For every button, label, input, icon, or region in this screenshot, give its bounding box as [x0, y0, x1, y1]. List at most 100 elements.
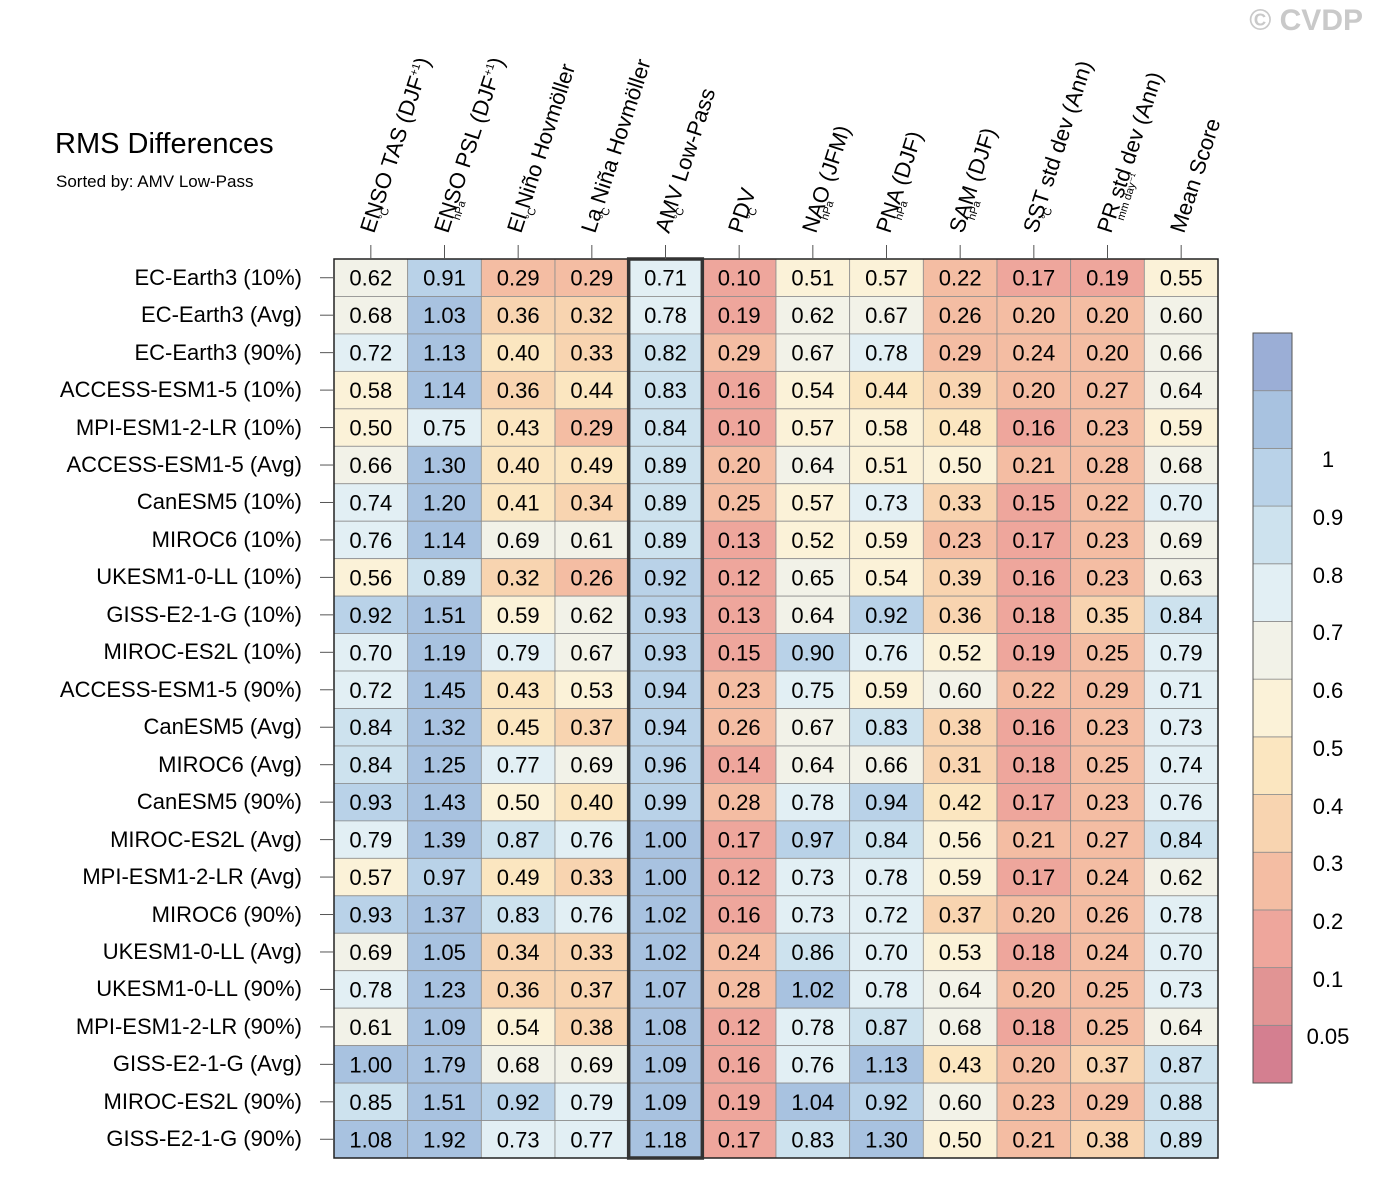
- heatmap-cell: [701, 708, 777, 747]
- cell-value-label: 0.55: [1160, 266, 1203, 291]
- colorbar-swatch: [1252, 390, 1293, 449]
- heatmap-cell: [922, 970, 998, 1009]
- cell-value-label: 0.27: [1086, 378, 1129, 403]
- cell-value-label: 1.00: [644, 865, 687, 890]
- cell-value-label: 0.69: [570, 1052, 613, 1077]
- heatmap-cell: [554, 670, 630, 709]
- heatmap-cell: [922, 296, 998, 335]
- cell-value-label: 0.84: [865, 828, 908, 853]
- cell-value-label: 0.60: [939, 678, 982, 703]
- heatmap-cell: [554, 633, 630, 672]
- cell-value-label: 0.64: [1160, 378, 1203, 403]
- cell-value-label: 0.23: [1012, 1090, 1055, 1115]
- cell-value-label: 0.28: [718, 790, 761, 815]
- colorbar-swatch: [1252, 851, 1293, 911]
- heatmap-cell: [554, 1082, 630, 1121]
- heatmap-cell: [1070, 970, 1145, 1009]
- heatmap-cell: [922, 445, 998, 485]
- cell-value-label: 0.73: [1160, 977, 1203, 1002]
- heatmap-cell: [554, 820, 630, 859]
- cell-value-label: 0.53: [570, 678, 613, 703]
- heatmap-cell: [407, 333, 482, 372]
- cell-value-label: 1.02: [644, 940, 687, 965]
- cell-value-label: 0.76: [865, 640, 908, 665]
- cell-value-label: 0.17: [1012, 528, 1055, 553]
- heatmap-cell: [333, 483, 409, 522]
- heatmap-cell: [333, 970, 409, 1009]
- cell-value-label: 0.13: [718, 528, 761, 553]
- cell-value-label: 0.22: [1086, 490, 1129, 515]
- cell-value-label: 0.27: [1086, 828, 1129, 853]
- cell-value-label: 1.92: [423, 1127, 466, 1152]
- colorbar-tick-label: 0.3: [1312, 851, 1344, 877]
- cell-value-label: 0.20: [1012, 903, 1055, 928]
- heatmap-cell: [775, 1120, 851, 1159]
- heatmap-cell: [407, 558, 482, 597]
- cell-value-label: 0.17: [1012, 865, 1055, 890]
- heatmap-cell: [407, 932, 482, 972]
- heatmap-cell: [1070, 558, 1145, 597]
- heatmap-cell: [407, 445, 482, 485]
- cell-value-label: 0.76: [570, 903, 613, 928]
- grid-frame: [333, 258, 1219, 1159]
- cell-value-label: 0.26: [939, 303, 982, 328]
- heatmap-cell: [701, 483, 777, 522]
- colorbar-swatch: [1252, 909, 1293, 969]
- cell-value-label: 0.74: [349, 490, 392, 515]
- heatmap-cell: [333, 1007, 409, 1047]
- heatmap-cell: [996, 670, 1072, 709]
- heatmap-cell: [849, 970, 924, 1009]
- row-label: UKESM1-0-LL (90%): [96, 976, 302, 1002]
- heatmap-cell: [1070, 370, 1145, 410]
- heatmap-cell: [480, 1045, 556, 1084]
- cell-value-label: 1.08: [644, 1015, 687, 1040]
- heatmap-cell: [922, 595, 998, 634]
- cell-value-label: 1.02: [791, 977, 834, 1002]
- heatmap-cell: [1143, 745, 1219, 784]
- heatmap-cell: [407, 895, 482, 934]
- heatmap-cell: [775, 370, 851, 410]
- heatmap-cell: [554, 296, 630, 335]
- cell-value-label: 1.07: [644, 977, 687, 1002]
- row-label: EC-Earth3 (10%): [134, 264, 302, 290]
- heatmap-cell: [480, 483, 556, 522]
- colorbar-swatch: [1252, 447, 1293, 507]
- cell-value-label: 0.38: [570, 1015, 613, 1040]
- heatmap-cell: [996, 258, 1072, 297]
- heatmap-cell: [775, 932, 851, 972]
- cell-value-label: 0.23: [1086, 790, 1129, 815]
- heatmap-cell: [1070, 595, 1145, 634]
- cell-value-label: 1.51: [423, 603, 466, 628]
- cell-value-label: 1.09: [644, 1090, 687, 1115]
- row-label: MIROC6 (10%): [151, 526, 302, 552]
- heatmap-cell: [922, 633, 998, 672]
- cell-value-label: 0.76: [1160, 790, 1203, 815]
- heatmap-cell: [480, 783, 556, 822]
- heatmap-cell: [333, 296, 409, 335]
- cell-value-label: 0.76: [791, 1052, 834, 1077]
- heatmap-cell: [554, 708, 630, 747]
- cell-value-label: 0.19: [718, 303, 761, 328]
- cell-value-label: 0.62: [570, 603, 613, 628]
- cell-value-label: 0.39: [939, 378, 982, 403]
- colorbar-tick-label: 0.8: [1312, 562, 1344, 588]
- cell-value-label: 0.43: [939, 1052, 982, 1077]
- cell-value-label: 0.12: [718, 865, 761, 890]
- cell-value-label: 0.57: [349, 865, 392, 890]
- heatmap-cell: [1143, 1082, 1219, 1121]
- heatmap-cell: [480, 820, 556, 859]
- heatmap-cell: [554, 445, 630, 485]
- cell-value-label: 1.14: [423, 378, 466, 403]
- heatmap-cell: [996, 520, 1072, 560]
- cell-value-label: 0.58: [349, 378, 392, 403]
- heatmap-cell: [701, 333, 777, 372]
- cell-value-label: 0.20: [1012, 1052, 1055, 1077]
- heatmap-cell: [996, 1120, 1072, 1159]
- colorbar-tick-label: 0.05: [1306, 1024, 1350, 1050]
- heatmap-cell: [333, 333, 409, 372]
- cell-value-label: 1.05: [423, 940, 466, 965]
- cell-value-label: 0.67: [791, 341, 834, 366]
- cell-value-label: 0.73: [791, 903, 834, 928]
- heatmap-cell: [1070, 1082, 1145, 1121]
- row-label: CanESM5 (90%): [136, 789, 302, 815]
